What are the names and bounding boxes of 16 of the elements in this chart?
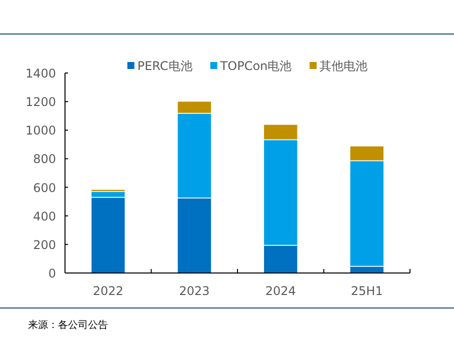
y-tick-label: 0 — [48, 266, 56, 280]
legend-label: 其他电池 — [320, 59, 368, 73]
y-tick-label: 1400 — [25, 66, 56, 80]
x-tick-label: 2024 — [265, 284, 296, 298]
y-tick-label: 1200 — [25, 95, 56, 110]
y-tick-label: 400 — [33, 209, 56, 224]
x-tick-label: 2023 — [179, 284, 210, 298]
x-tick-label: 25H1 — [350, 284, 383, 298]
y-tick-label: 800 — [33, 152, 56, 166]
y-tick-label: 200 — [33, 238, 56, 252]
source-note: 来源：各公司公告 — [28, 319, 108, 331]
x-tick-label: 2022 — [92, 284, 124, 298]
y-tick-label: 1000 — [25, 124, 56, 138]
legend-label: PERC电池 — [137, 59, 192, 73]
legend-label: TOPCon电池 — [219, 59, 292, 73]
y-tick-label: 600 — [33, 180, 56, 195]
